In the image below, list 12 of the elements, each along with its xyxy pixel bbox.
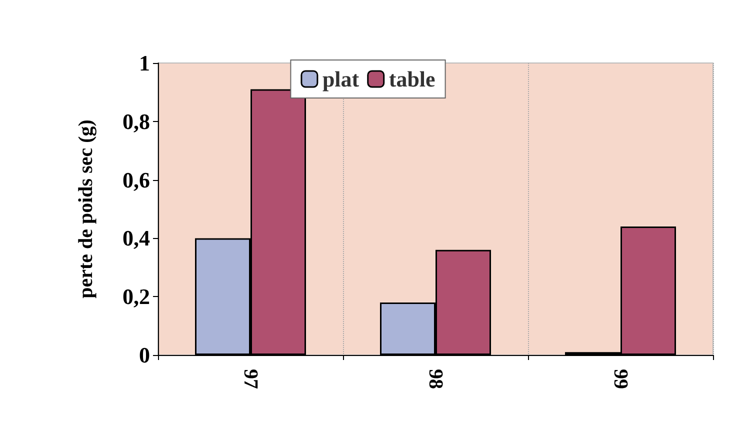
y-tick-label: 0,4 <box>122 226 150 251</box>
y-tick-label: 0,2 <box>122 284 150 310</box>
y-tick-label: 0 <box>139 342 150 368</box>
x-tick-label: 97 <box>240 369 262 389</box>
legend-label: table <box>388 66 436 92</box>
y-axis-title: perte de poids sec (g) <box>75 120 97 298</box>
x-tick-label: 99 <box>610 369 632 389</box>
y-tick-label: 0,8 <box>122 108 150 134</box>
y-tick-label: 1 <box>139 50 150 76</box>
y-tick-label: 0,6 <box>122 167 150 192</box>
x-tick-label: 98 <box>424 369 446 389</box>
legend-label: plat <box>322 66 360 92</box>
